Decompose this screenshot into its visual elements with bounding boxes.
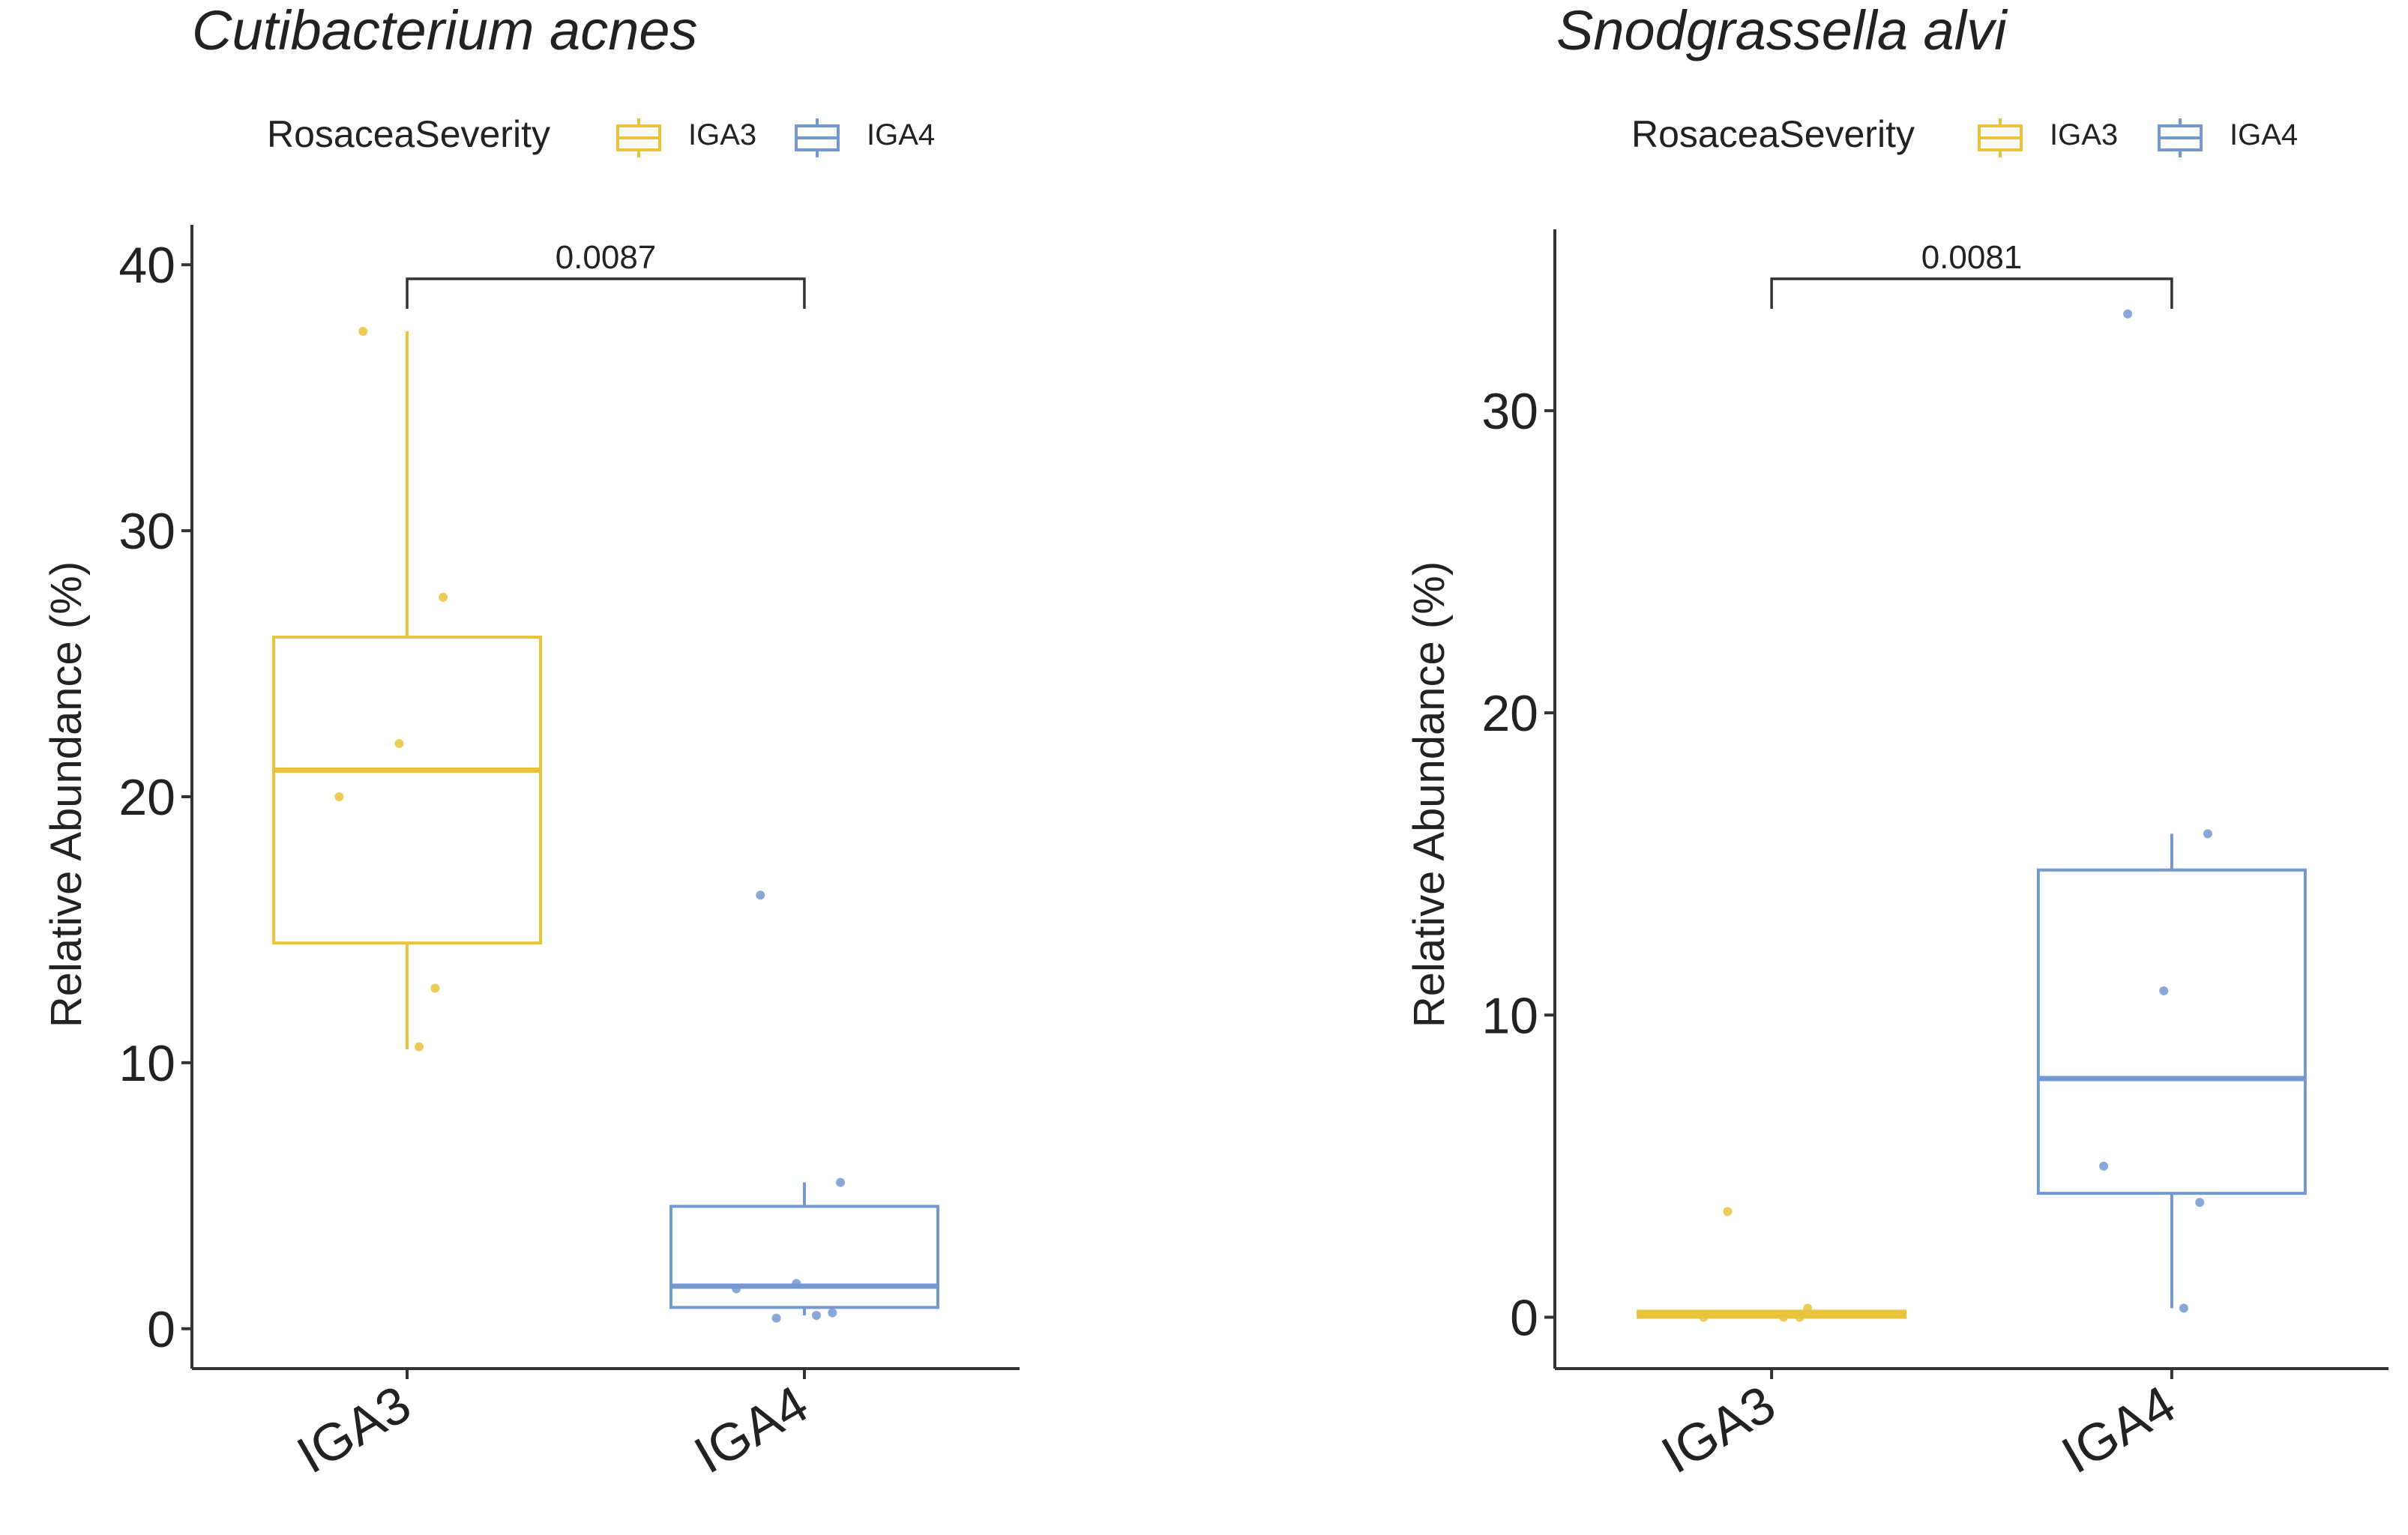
- data-point: [1759, 1309, 1769, 1319]
- data-point: [439, 592, 448, 602]
- y-tick-label: 40: [118, 237, 175, 294]
- y-axis-title: Relative Abundance (%): [1405, 561, 1454, 1028]
- data-point: [811, 1311, 821, 1321]
- data-point: [415, 1042, 424, 1052]
- data-point: [2123, 309, 2133, 319]
- legend: RosaceaSeverity IGA3 IGA4: [1631, 113, 2298, 157]
- legend-label-iga4: IGA4: [867, 118, 935, 151]
- panel-cutibacterium: Cutibacterium acnes RosaceaSeverity IGA3…: [42, 0, 1020, 1485]
- data-point: [792, 1279, 801, 1288]
- bracket-line: [1770, 277, 2173, 309]
- panel-snodgrassella: Snodgrassella alvi RosaceaSeverity IGA3 …: [1405, 0, 2389, 1485]
- y-tick-label: 0: [1510, 1289, 1538, 1346]
- data-point: [1699, 1312, 1709, 1322]
- p-value-label: 0.0081: [1921, 239, 2023, 276]
- box-iqr: [669, 1204, 939, 1309]
- p-value-label: 0.0087: [556, 239, 657, 276]
- bracket-line: [406, 277, 806, 309]
- data-point: [1803, 1303, 1813, 1313]
- data-point: [334, 792, 344, 801]
- chart-title: Cutibacterium acnes: [192, 0, 698, 61]
- legend-key-iga3: [616, 118, 661, 157]
- legend-key-iga4: [795, 118, 840, 157]
- x-tick-label: IGA4: [684, 1374, 817, 1484]
- data-point: [2159, 986, 2169, 996]
- data-point: [1779, 1312, 1789, 1322]
- data-point: [430, 983, 440, 993]
- y-tick-label: 30: [1481, 383, 1538, 440]
- legend-key-iga4: [2158, 118, 2203, 157]
- x-tick-label: IGA4: [2052, 1374, 2185, 1484]
- data-point: [2195, 1198, 2205, 1207]
- legend-key-iga3: [1978, 118, 2023, 157]
- legend-label-iga3: IGA3: [688, 118, 756, 151]
- data-point: [1723, 1207, 1733, 1216]
- legend-label-iga3: IGA3: [2050, 118, 2118, 151]
- x-tick-label: IGA3: [1652, 1374, 1784, 1484]
- legend-label-iga4: IGA4: [2230, 118, 2298, 151]
- legend-title: RosaceaSeverity: [267, 113, 550, 155]
- y-tick-label: 0: [147, 1301, 175, 1358]
- y-tick-label: 10: [1481, 987, 1538, 1044]
- chart-title: Snodgrassella alvi: [1556, 0, 2008, 61]
- box-iqr: [2036, 868, 2307, 1195]
- x-tick-label: IGA3: [287, 1374, 420, 1484]
- y-axis-title: Relative Abundance (%): [42, 561, 91, 1028]
- data-point: [732, 1284, 741, 1294]
- y-tick-label: 30: [118, 503, 175, 560]
- legend: RosaceaSeverity IGA3 IGA4: [267, 113, 935, 157]
- data-point: [394, 739, 404, 749]
- box-iga4: [2036, 309, 2307, 1313]
- data-point: [828, 1308, 837, 1318]
- box-iga3: [1637, 1207, 1907, 1322]
- y-tick-label: 20: [1481, 685, 1538, 742]
- data-point: [756, 890, 765, 900]
- legend-title: RosaceaSeverity: [1631, 113, 1915, 155]
- box-iga3: [272, 326, 543, 1052]
- data-point: [1795, 1312, 1805, 1322]
- data-point: [836, 1177, 846, 1187]
- y-tick-label: 10: [118, 1035, 175, 1092]
- data-point: [358, 326, 368, 336]
- significance-bracket: 0.0081: [1770, 239, 2173, 309]
- data-point: [2099, 1161, 2109, 1171]
- y-tick-label: 20: [118, 769, 175, 826]
- box-iga4: [669, 890, 939, 1323]
- data-point: [2179, 1303, 2188, 1313]
- box-iqr: [272, 636, 543, 945]
- data-point: [771, 1313, 781, 1323]
- data-point: [2203, 829, 2212, 839]
- significance-bracket: 0.0087: [406, 239, 806, 309]
